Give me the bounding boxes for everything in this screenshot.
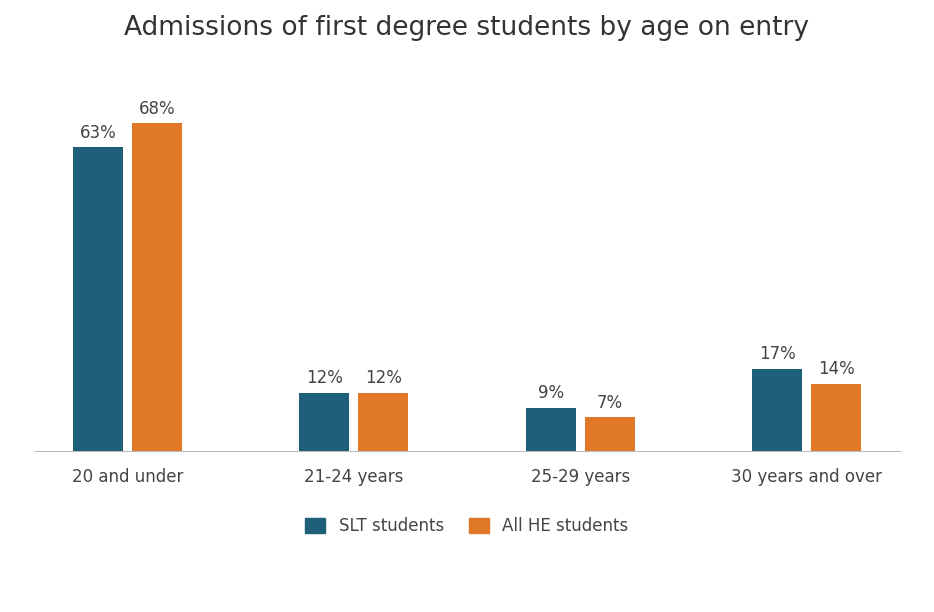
Bar xyxy=(526,408,575,451)
Text: 14%: 14% xyxy=(817,360,855,378)
Title: Admissions of first degree students by age on entry: Admissions of first degree students by a… xyxy=(124,15,810,41)
Text: 12%: 12% xyxy=(365,370,402,387)
Bar xyxy=(752,369,802,451)
Text: 63%: 63% xyxy=(79,124,117,142)
Bar xyxy=(132,124,182,451)
Legend: SLT students, All HE students: SLT students, All HE students xyxy=(305,517,629,535)
Bar xyxy=(585,417,634,451)
Text: 7%: 7% xyxy=(597,394,623,411)
Bar xyxy=(73,147,123,451)
Bar xyxy=(359,393,408,451)
Text: 12%: 12% xyxy=(306,370,343,387)
Text: 17%: 17% xyxy=(758,345,796,364)
Bar xyxy=(811,384,861,451)
Bar xyxy=(300,393,349,451)
Text: 9%: 9% xyxy=(538,384,564,402)
Text: 68%: 68% xyxy=(138,100,176,118)
